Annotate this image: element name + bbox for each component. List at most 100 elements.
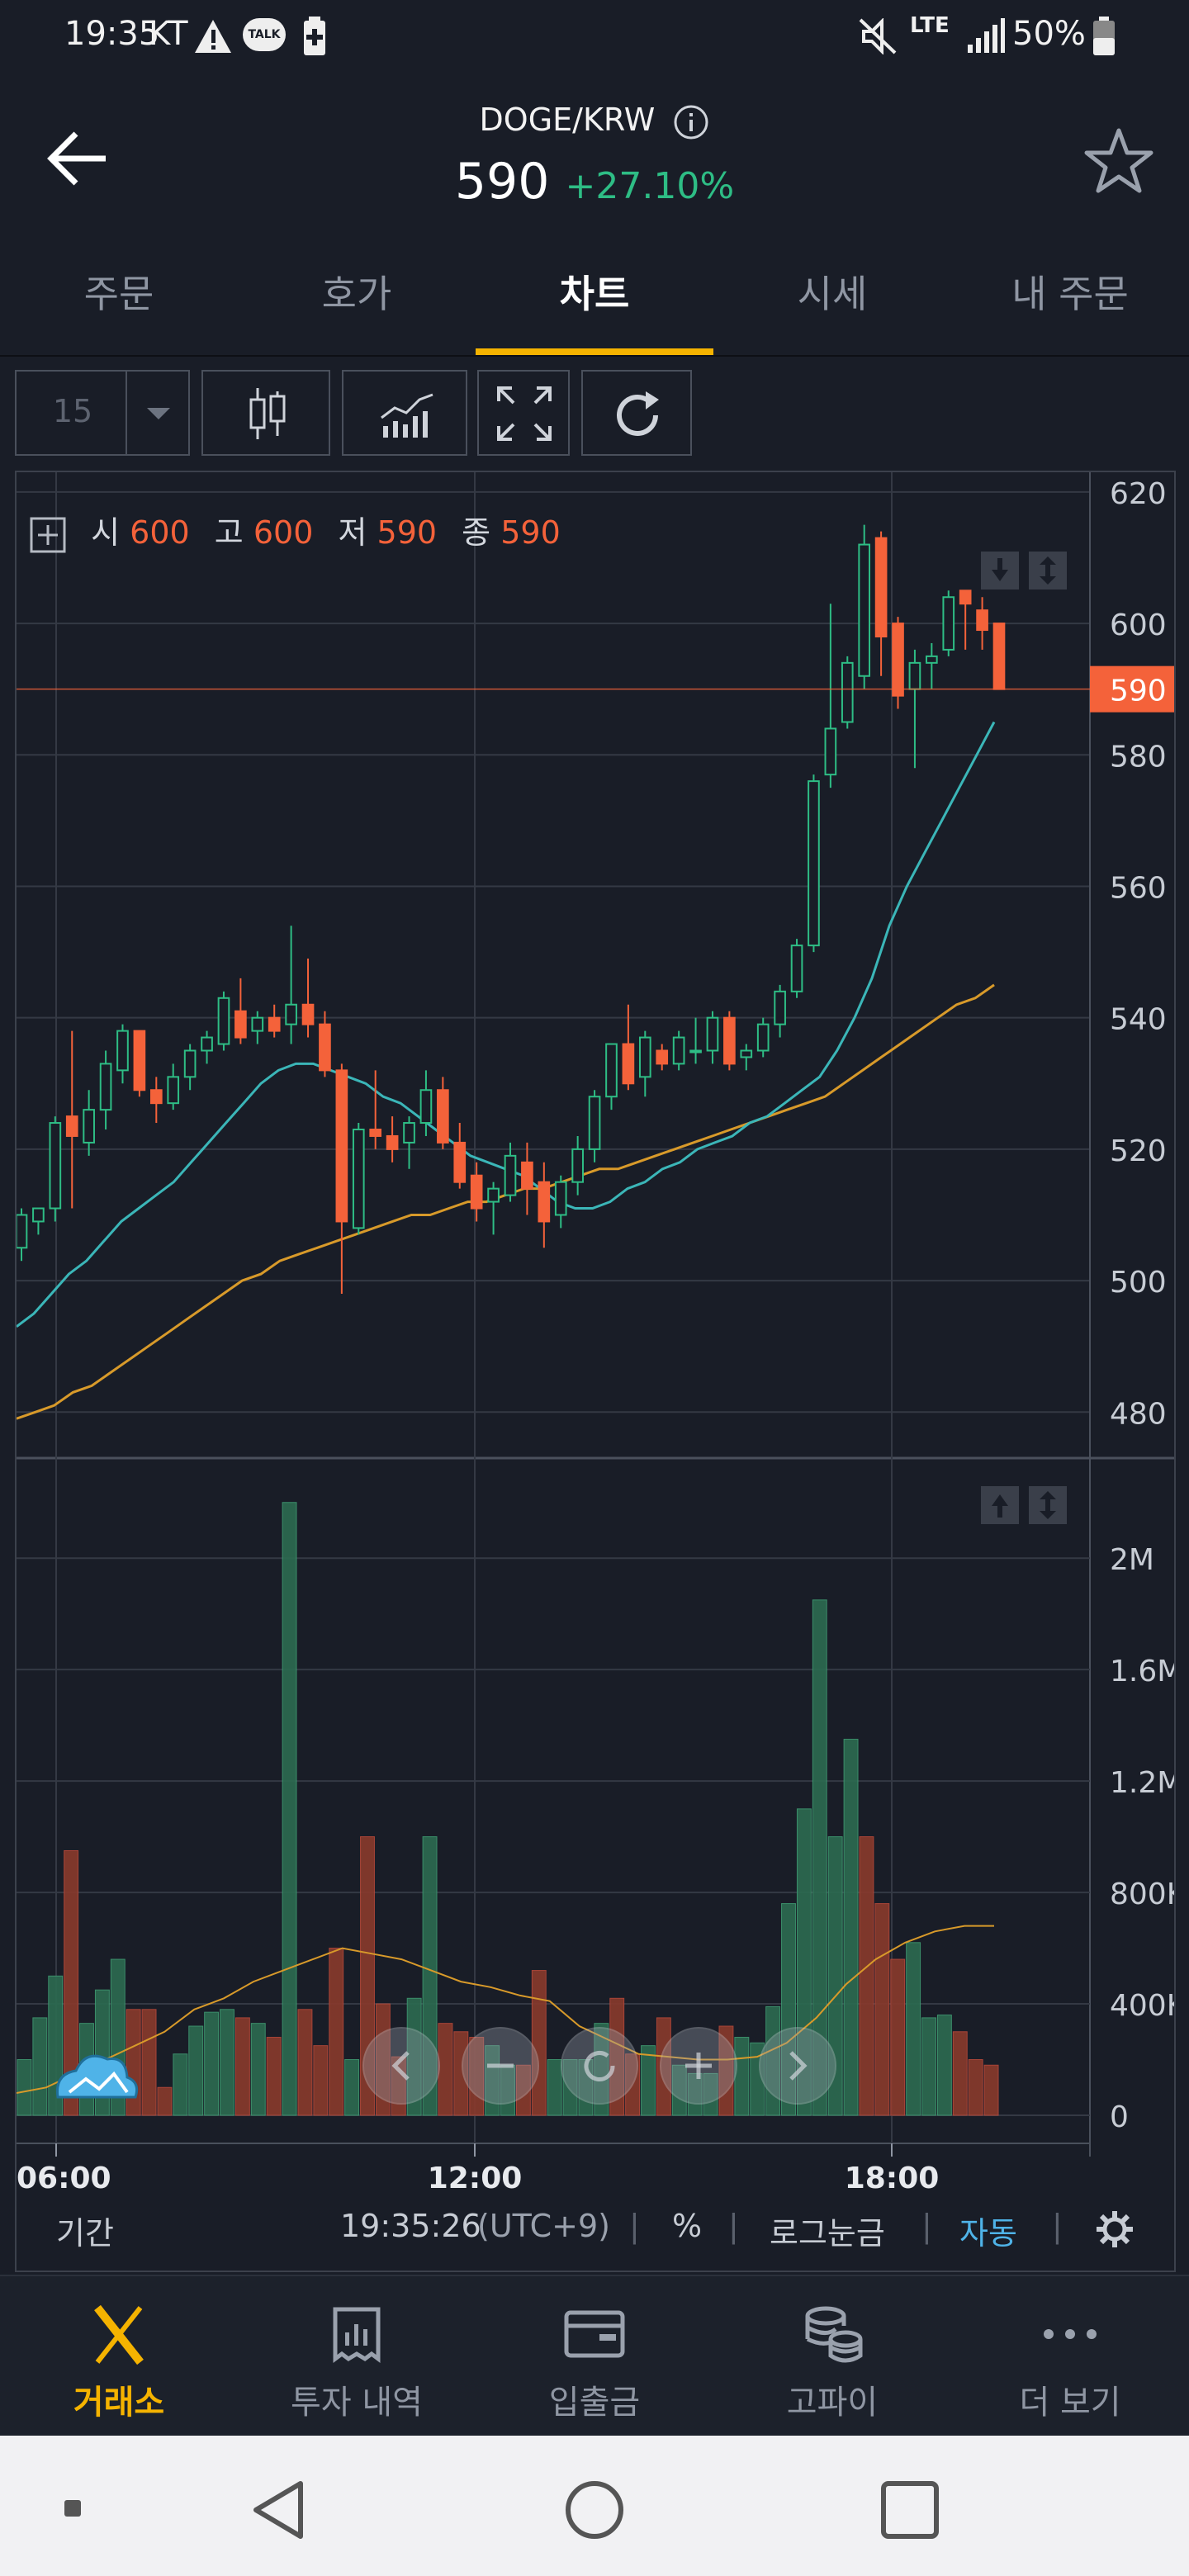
price-chart[interactable]: 480 500 520 540 560 580 600 620 0 400K 800K 1.2M 1.…	[15, 472, 1187, 2271]
volume-bar-down	[718, 2025, 734, 2116]
volume-bar-down	[656, 2017, 671, 2116]
chart-panel[interactable]: 480 500 520 540 560 580 600 620 0 400K 800K 1.2M 1.…	[15, 471, 1187, 2272]
candle-down	[234, 1010, 247, 1039]
battery-percent: 50%	[1012, 15, 1086, 53]
volume-bar-down	[157, 2086, 173, 2116]
candle-up	[285, 1003, 297, 1025]
candlestick-icon	[249, 388, 286, 439]
fullscreen-button[interactable]	[477, 370, 570, 456]
nav-deposit-withdraw-label: 입출금	[548, 2384, 641, 2422]
candle-up	[217, 997, 230, 1045]
candle-up	[419, 1089, 433, 1125]
tab-my-orders[interactable]: 내 주문	[1011, 272, 1129, 316]
price-row: 590 +27.10%	[0, 153, 1189, 211]
candle-up	[403, 1122, 415, 1144]
volume-bar-up	[250, 2023, 266, 2116]
candle-up	[740, 1049, 753, 1058]
volume-bar-up	[204, 2011, 220, 2116]
favorite-button[interactable]	[1082, 124, 1156, 198]
nav-exchange-label: 거래소	[73, 2384, 165, 2422]
volume-bar-up	[750, 2042, 765, 2116]
crosshair-toggle-icon[interactable]	[30, 517, 66, 553]
nav-more-label: 더 보기	[1019, 2384, 1121, 2422]
coins-icon	[805, 2306, 863, 2363]
candle-up	[15, 1214, 28, 1249]
divider: |	[1052, 2208, 1063, 2244]
refresh-button[interactable]	[581, 370, 692, 456]
volume-bar-down	[625, 2053, 641, 2116]
candle-down	[656, 1049, 669, 1065]
price-tick-label: 500	[1110, 1266, 1167, 1300]
volume-bar-up	[781, 1903, 796, 2116]
tab-market-price[interactable]: 시세	[797, 272, 868, 316]
volume-bar-up	[906, 1942, 921, 2116]
info-icon[interactable]	[673, 104, 709, 140]
time-tick-label: 18:00	[845, 2162, 940, 2195]
volume-bar-down	[453, 2031, 469, 2116]
volume-bar-up	[734, 2037, 750, 2116]
timezone: (UTC+9)	[477, 2208, 610, 2244]
candle-down	[892, 623, 904, 697]
candle-up	[756, 1023, 770, 1052]
high-value: 600	[253, 514, 314, 551]
volume-bar-down	[141, 2009, 157, 2116]
price-tick-label: 620	[1110, 477, 1167, 511]
nav-deposit-withdraw[interactable]: 입출금	[476, 2276, 713, 2437]
volume-bar-up	[282, 1502, 297, 2116]
volume-bar-down	[531, 1970, 547, 2116]
settings-gear-icon[interactable]	[1095, 2209, 1135, 2249]
cloud-logo-icon	[68, 2071, 129, 2094]
nav-more[interactable]: 더 보기	[951, 2276, 1189, 2437]
candle-down	[386, 1134, 399, 1150]
candle-down	[268, 1016, 281, 1032]
resize-icon	[1040, 1491, 1056, 1499]
nav-investment-history[interactable]: 투자 내역	[238, 2276, 476, 2437]
nav-gopax[interactable]: 고파이	[713, 2276, 951, 2437]
volume-bar-down	[983, 2064, 999, 2116]
back-button[interactable]	[41, 124, 116, 198]
battery-saver-icon	[304, 17, 325, 55]
percent-toggle[interactable]: %	[672, 2208, 703, 2244]
system-recents-icon[interactable]	[877, 2477, 943, 2543]
volume-bar-up	[406, 1997, 422, 2116]
clock-time: 19:35:26	[340, 2208, 481, 2244]
indicator-chart-icon	[381, 393, 433, 438]
moving-average-short	[16, 721, 996, 1328]
nav-exchange[interactable]: 거래소	[0, 2276, 238, 2437]
candle-down	[319, 1023, 331, 1072]
open-value: 600	[130, 514, 190, 551]
volume-bar-down	[515, 2064, 531, 2116]
indicators-button[interactable]	[342, 370, 467, 456]
status-time: 19:35	[64, 15, 160, 53]
system-home-icon[interactable]	[561, 2477, 628, 2543]
ohlc-readout: 시 600 고 600 저 590 종 590	[30, 507, 561, 552]
candle-up	[201, 1036, 213, 1052]
volume-bar-down	[234, 2017, 250, 2116]
volume-bar-up	[594, 2023, 609, 2116]
period-button[interactable]: 기간	[56, 2215, 114, 2252]
candle-down	[301, 1003, 315, 1025]
interval-dropdown-button[interactable]	[126, 370, 190, 456]
candle-up	[790, 945, 803, 992]
tab-order[interactable]: 주문	[83, 272, 154, 316]
volume-bar-up	[703, 2072, 718, 2116]
system-back-icon[interactable]	[248, 2477, 314, 2543]
volume-bar-up	[641, 2045, 656, 2116]
signal-icon	[968, 18, 1005, 53]
volume-tick-label: 2M	[1110, 1543, 1154, 1577]
status-carrier: KT	[149, 15, 188, 53]
candle-up	[672, 1036, 685, 1065]
candle-up	[774, 990, 786, 1025]
tab-orderbook[interactable]: 호가	[321, 272, 392, 316]
candle-up	[588, 1096, 601, 1150]
auto-scale-toggle[interactable]: 자동	[959, 2215, 1017, 2252]
candle-up	[926, 655, 938, 664]
low-label: 저	[338, 514, 367, 551]
interval-select[interactable]: 15	[15, 370, 127, 456]
chart-type-button[interactable]	[201, 370, 330, 456]
candle-up	[942, 596, 955, 651]
log-scale-toggle[interactable]: 로그눈금	[770, 2215, 885, 2252]
volume-bar-up	[921, 2017, 936, 2116]
volume-bar-up	[765, 2005, 781, 2116]
tab-chart[interactable]: 차트	[559, 272, 630, 316]
